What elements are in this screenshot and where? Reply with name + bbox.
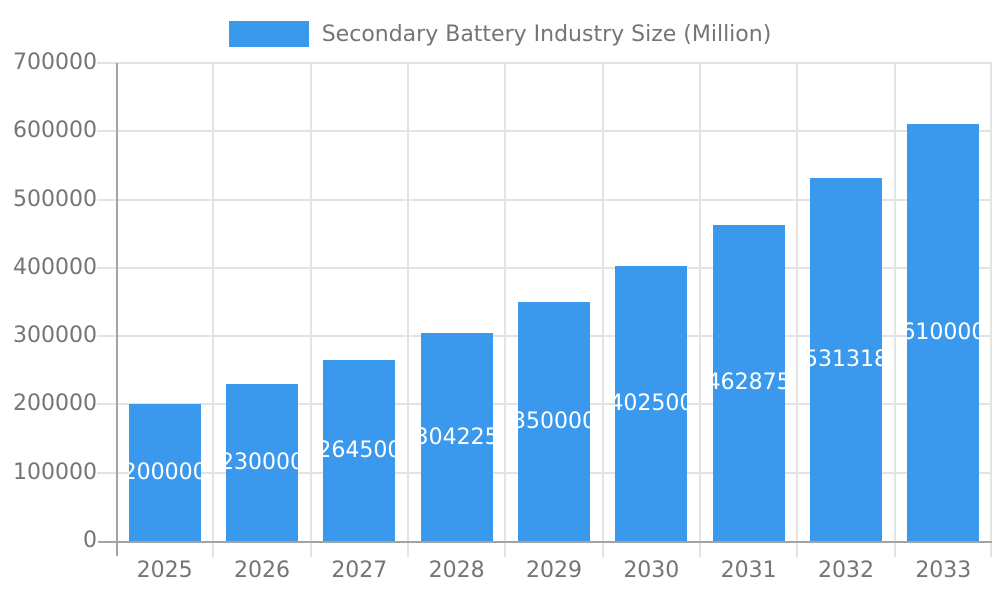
y-axis-tick-label: 500000 bbox=[13, 186, 97, 212]
bar[interactable]: 230000 bbox=[226, 383, 298, 541]
x-axis-tick-label: 2025 bbox=[136, 558, 193, 583]
gridline-vertical bbox=[894, 63, 896, 557]
gridline-vertical bbox=[990, 63, 992, 557]
bar-value-label: 531318 bbox=[810, 347, 882, 373]
gridline-vertical bbox=[699, 63, 701, 557]
bar[interactable]: 610000 bbox=[907, 124, 980, 541]
bar[interactable]: 264500 bbox=[323, 360, 396, 541]
bar-value-label: 610000 bbox=[907, 320, 980, 346]
x-axis-line bbox=[98, 541, 992, 543]
bar-value-label: 230000 bbox=[226, 449, 298, 475]
x-axis-tick-label: 2032 bbox=[817, 558, 874, 583]
y-axis-tick-label: 200000 bbox=[13, 391, 97, 417]
bar-value-label: 402500 bbox=[615, 391, 688, 417]
gridline-vertical bbox=[310, 63, 312, 557]
x-axis-tick-label: 2030 bbox=[623, 558, 680, 583]
bar[interactable]: 402500 bbox=[615, 266, 688, 541]
bar-value-label: 200000 bbox=[128, 460, 201, 486]
legend: Secondary Battery Industry Size (Million… bbox=[0, 21, 1000, 47]
legend-label: Secondary Battery Industry Size (Million… bbox=[321, 21, 772, 47]
x-axis-tick-label: 2028 bbox=[428, 558, 485, 583]
y-axis-tick-label: 400000 bbox=[13, 254, 97, 280]
gridline-vertical bbox=[796, 63, 798, 557]
y-axis-tick-label: 700000 bbox=[13, 50, 97, 75]
bar[interactable]: 350000 bbox=[518, 302, 590, 541]
bar-value-label: 462875 bbox=[712, 370, 785, 396]
gridline-horizontal bbox=[97, 130, 992, 133]
y-axis-tick-label: 300000 bbox=[13, 323, 97, 349]
x-axis-tick-label: 2029 bbox=[525, 558, 582, 583]
y-axis-tick-label: 0 bbox=[83, 528, 97, 553]
bar[interactable]: 531318 bbox=[810, 178, 882, 541]
x-axis-tick-label: 2027 bbox=[331, 558, 388, 583]
legend-swatch bbox=[228, 21, 309, 47]
gridline-horizontal bbox=[97, 198, 992, 201]
bar-value-label: 304225 bbox=[420, 424, 493, 450]
gridline-vertical bbox=[504, 63, 506, 557]
x-axis-tick-label: 2033 bbox=[915, 558, 972, 583]
gridline-vertical bbox=[407, 63, 409, 557]
gridline-horizontal bbox=[97, 266, 992, 269]
plot-area: 0 100000 200000 300000 400000 500000 600000 700… bbox=[13, 50, 992, 583]
gridline-vertical bbox=[602, 63, 604, 557]
y-axis-tick-label: 600000 bbox=[13, 118, 97, 144]
bar[interactable]: 200000 bbox=[128, 404, 201, 541]
bar[interactable]: 304225 bbox=[420, 333, 493, 541]
bar-value-label: 350000 bbox=[518, 409, 590, 434]
bar-value-label: 264500 bbox=[323, 438, 396, 464]
gridline-horizontal bbox=[97, 62, 992, 64]
y-axis-line bbox=[116, 63, 118, 556]
y-axis-tick-label: 100000 bbox=[13, 459, 97, 485]
gridline-vertical bbox=[212, 63, 214, 557]
bar[interactable]: 462875 bbox=[712, 224, 785, 541]
x-axis-tick-label: 2031 bbox=[720, 558, 777, 583]
x-axis-tick-label: 2026 bbox=[233, 558, 290, 583]
